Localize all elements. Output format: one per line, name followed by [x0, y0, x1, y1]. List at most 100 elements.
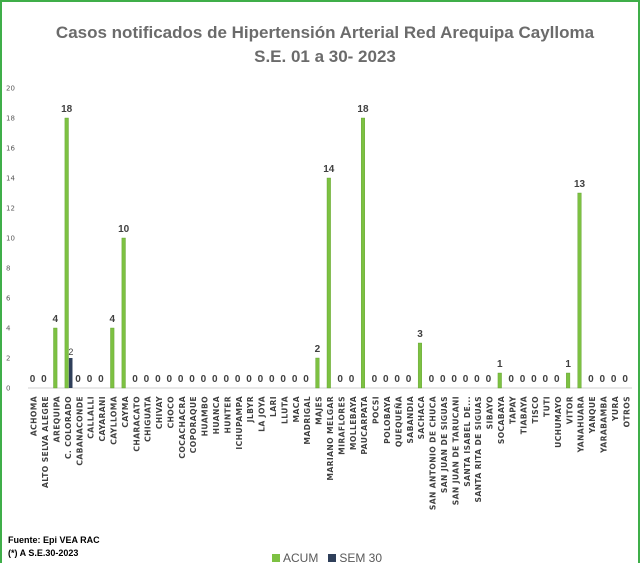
x-tick-label: TAPAY: [508, 396, 517, 424]
x-tick-label: ICHUPAMPA: [235, 396, 244, 450]
legend-item-sem30: SEM 30: [328, 551, 382, 565]
data-label-acum: 0: [30, 374, 36, 385]
x-tick-label: MARIANO MELGAR: [326, 396, 335, 481]
data-label-acum: 0: [622, 374, 628, 385]
data-label-acum: 0: [258, 374, 264, 385]
data-label-acum: 0: [508, 374, 514, 385]
x-tick-label: LARI: [269, 396, 278, 417]
data-label-acum: 3: [417, 329, 423, 340]
data-label-acum: 0: [178, 374, 184, 385]
x-tick-label: YANQUE: [588, 396, 597, 434]
data-label-acum: 0: [98, 374, 104, 385]
data-label-acum: 0: [486, 374, 492, 385]
x-tick-label: SABANDIA: [406, 396, 415, 444]
x-tick-label: TUTI: [543, 396, 552, 417]
bar-acum: [315, 357, 320, 389]
y-tick-label: 10: [6, 235, 15, 243]
bar-sem30: [68, 358, 73, 388]
y-tick-label: 6: [6, 295, 11, 303]
x-tick-label: YANAHUARA: [577, 396, 586, 453]
y-tick-label: 20: [6, 85, 15, 93]
data-label-acum: 0: [144, 374, 150, 385]
legend-swatch-sem30: [328, 554, 337, 562]
data-label-acum: 0: [611, 374, 617, 385]
y-tick-label: 14: [6, 175, 15, 183]
x-tick-label: TISCO: [531, 396, 540, 424]
data-label-acum: 0: [531, 374, 537, 385]
y-tick-label: 18: [6, 115, 15, 123]
data-label-acum: 0: [292, 374, 298, 385]
data-label-acum: 0: [429, 374, 435, 385]
x-tick-label: SAN ANTONIO DE CHUCA: [429, 396, 438, 510]
y-tick-label: 16: [6, 145, 15, 153]
x-tick-label: QUEQUEÑA: [394, 396, 403, 447]
source-note: Fuente: Epi VEA RAC: [8, 535, 100, 545]
x-tick-label: HUNTER: [223, 396, 232, 434]
x-tick-label: TIABAYA: [520, 396, 529, 434]
x-tick-label: MIRAFLORES: [337, 396, 346, 455]
x-tick-label: HUANCA: [212, 396, 221, 434]
data-label-acum: 0: [440, 374, 446, 385]
x-tick-label: VITOR: [565, 396, 574, 424]
x-tick-label: CHARACATO: [132, 396, 141, 452]
data-label-acum: 0: [201, 374, 207, 385]
bar-acum: [497, 372, 502, 389]
data-label-acum: 1: [565, 359, 571, 370]
bar-acum: [53, 327, 58, 389]
legend-swatch-acum: [272, 554, 280, 562]
data-label-acum: 0: [75, 374, 81, 385]
data-label-acum: 0: [383, 374, 389, 385]
y-tick-label: 12: [6, 205, 15, 213]
bar-acum: [417, 342, 422, 389]
x-tick-label: ACHOMA: [30, 396, 39, 436]
data-label-acum: 0: [406, 374, 412, 385]
data-label-acum: 0: [280, 374, 286, 385]
x-tick-label: AREQUIPA: [52, 396, 61, 442]
data-label-acum: 4: [53, 314, 59, 325]
data-label-sem30: 2: [68, 347, 73, 357]
data-label-acum: 0: [132, 374, 138, 385]
data-label-acum: 0: [155, 374, 161, 385]
legend-item-acum: ACUM: [272, 551, 318, 565]
bar-acum: [110, 327, 115, 389]
data-label-acum: 0: [166, 374, 172, 385]
data-label-acum: 0: [588, 374, 594, 385]
x-tick-label: ALTO SELVA ALEGRE: [41, 396, 50, 488]
data-label-acum: 0: [87, 374, 93, 385]
data-label-acum: 0: [543, 374, 549, 385]
x-tick-label: CABANACONDE: [75, 396, 84, 466]
data-label-acum: 0: [246, 374, 252, 385]
category-labels: ACHOMA ALTO SELVA ALEGRE AREQUIPA C. COLORA…: [30, 396, 632, 510]
x-tick-label: CAYMA: [121, 396, 130, 428]
x-tick-label: SANTA RITA DE SIGUAS: [474, 396, 483, 503]
data-label-acum: 0: [212, 374, 218, 385]
data-label-acum: 0: [303, 374, 309, 385]
data-label-acum: 0: [349, 374, 355, 385]
data-label-acum: 13: [574, 179, 586, 190]
data-label-acum: 0: [189, 374, 195, 385]
y-tick-label: 0: [6, 385, 10, 393]
x-tick-label: POCSI: [372, 396, 381, 424]
date-note: (*) A S.E.30-2023: [8, 548, 79, 558]
bars-group: [53, 117, 582, 389]
data-label-acum: 0: [474, 374, 480, 385]
data-label-acum: 0: [463, 374, 469, 385]
data-label-acum: 0: [269, 374, 275, 385]
data-label-acum: 0: [41, 374, 47, 385]
x-tick-label: CHIVAY: [155, 396, 164, 429]
x-tick-label: MACA: [292, 396, 301, 422]
data-label-acum: 0: [451, 374, 457, 385]
data-label-acum: 0: [337, 374, 343, 385]
data-label-acum: 0: [554, 374, 560, 385]
x-tick-label: MAJES: [315, 396, 324, 425]
x-tick-label: OTROS: [622, 396, 631, 427]
x-tick-label: MADRIGAL: [303, 396, 312, 445]
bar-acum: [360, 117, 365, 389]
x-tick-label: SIBAYO: [486, 396, 495, 429]
data-label-acum: 10: [118, 224, 130, 235]
x-tick-label: SACHACA: [417, 396, 426, 439]
x-tick-label: SAN JUAN DE TARUCANI: [451, 396, 460, 505]
x-tick-label: JLBYR: [246, 396, 255, 423]
